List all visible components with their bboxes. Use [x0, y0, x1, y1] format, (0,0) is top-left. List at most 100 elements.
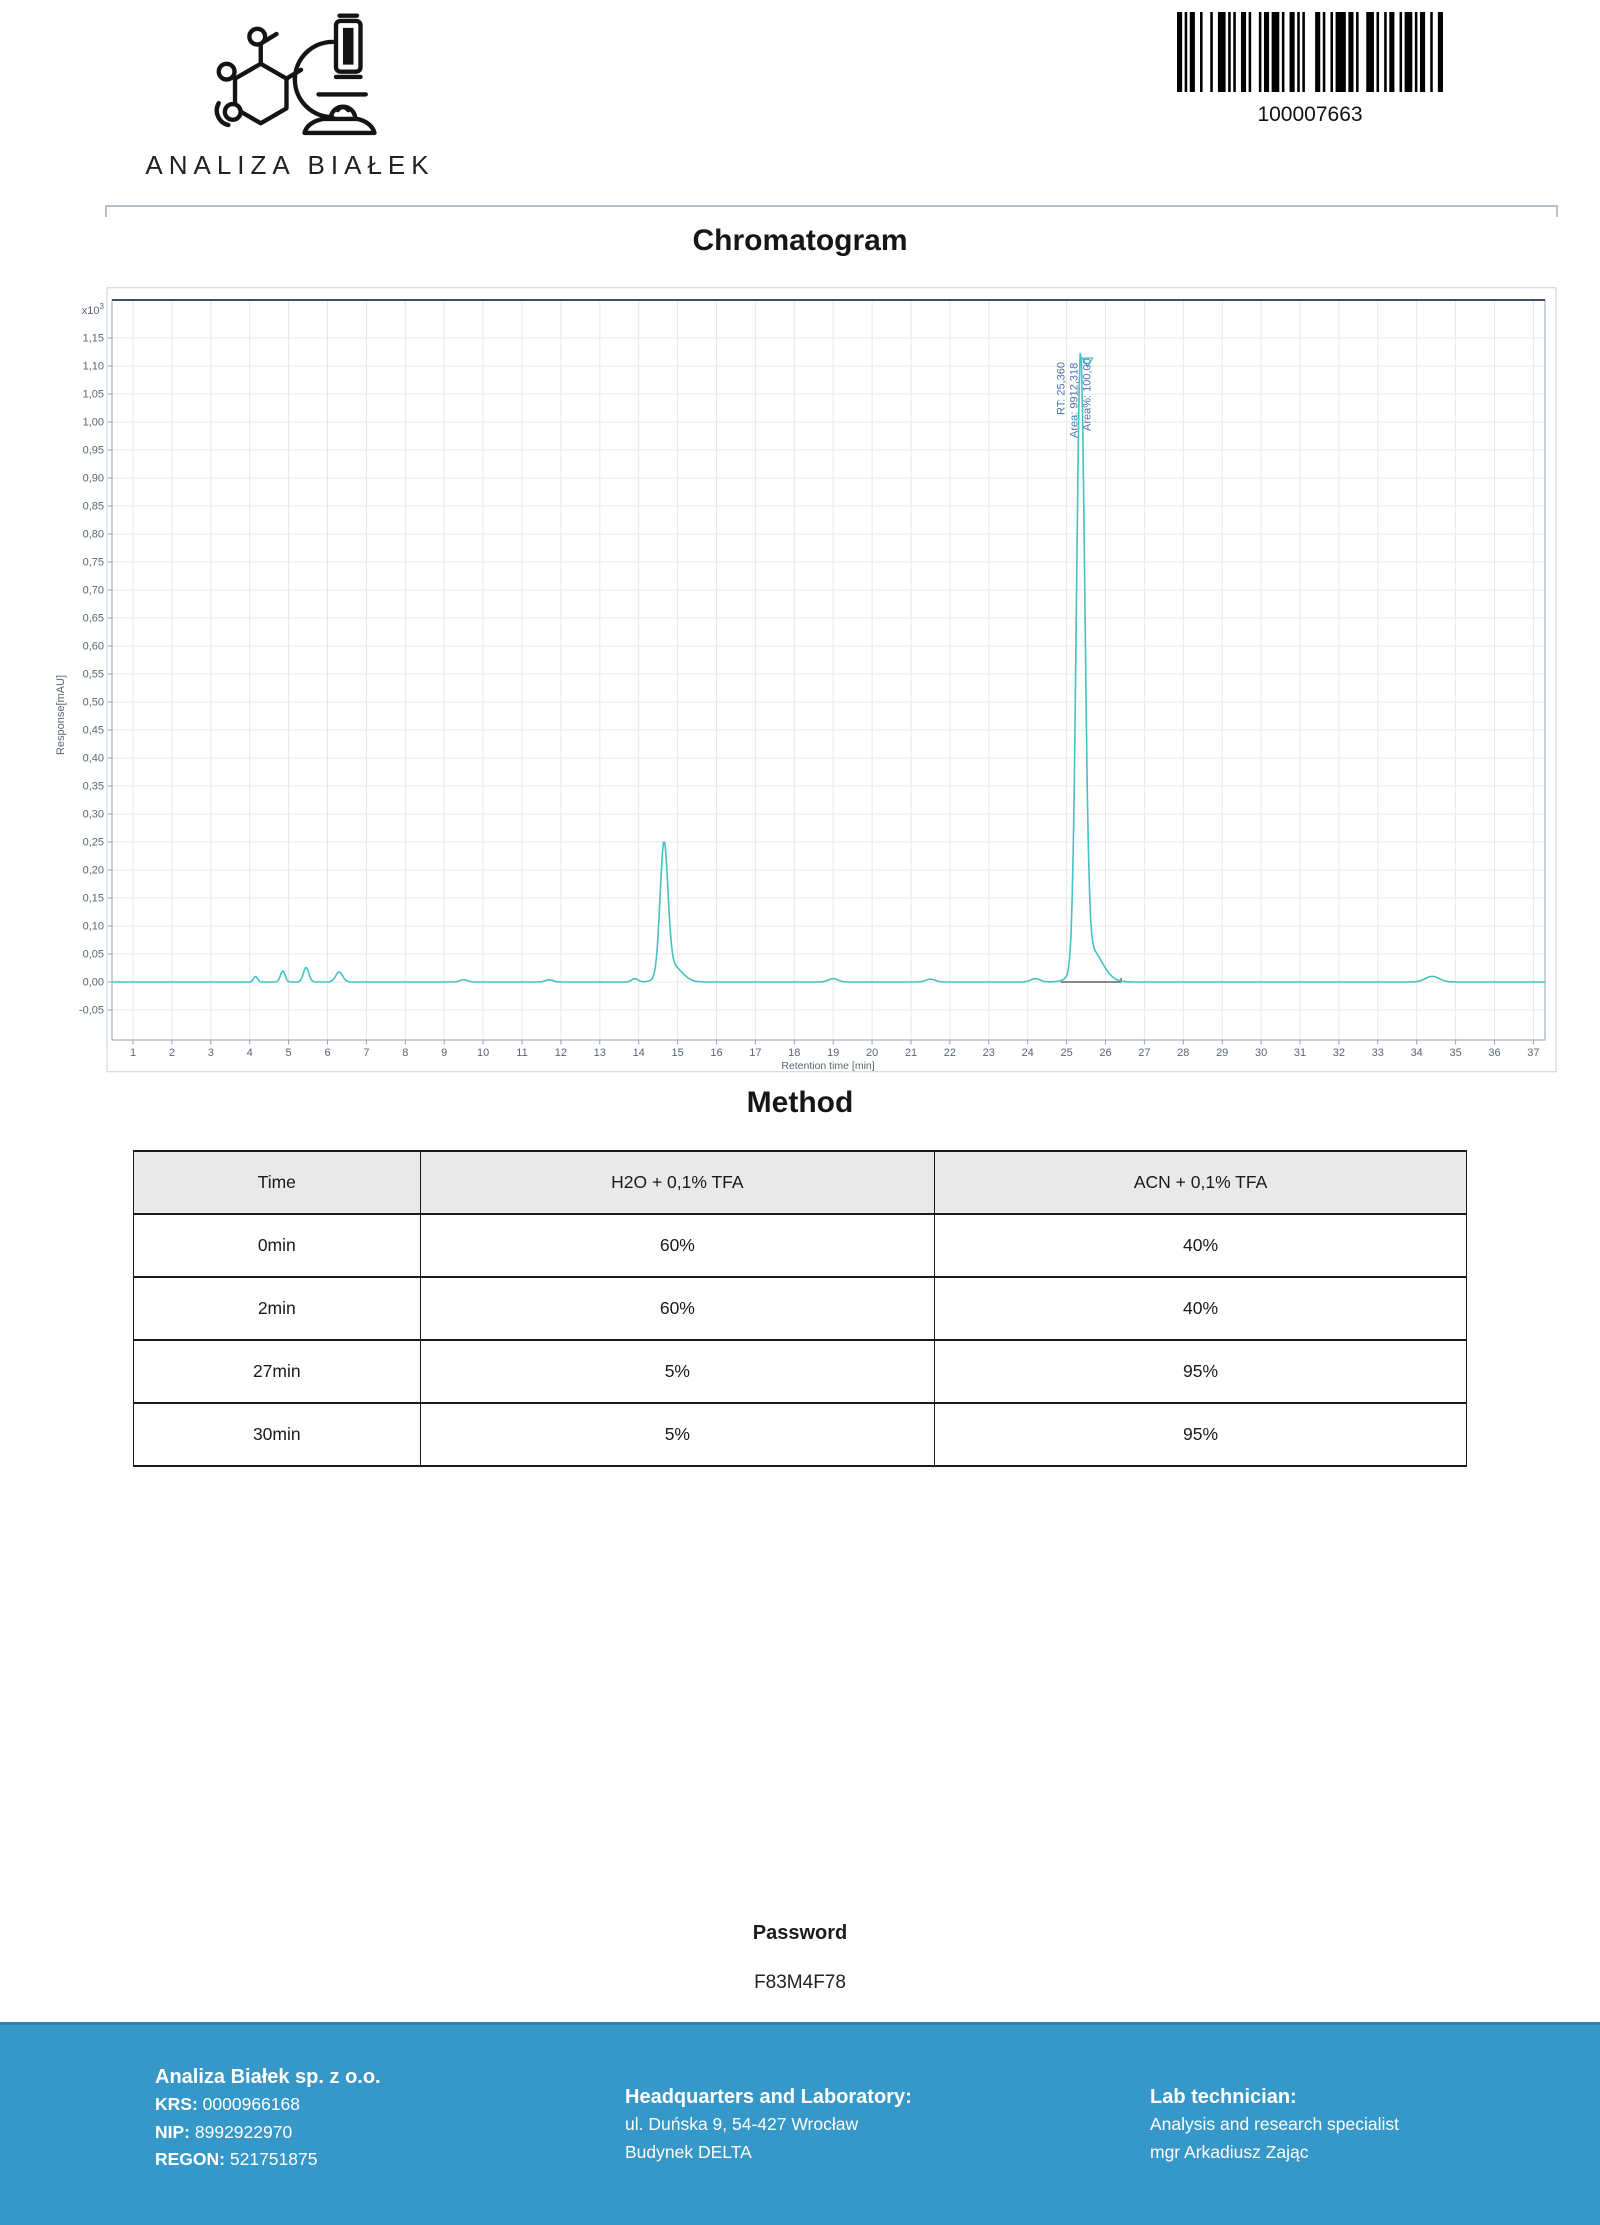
nip-label: NIP:: [155, 2121, 190, 2142]
svg-text:17: 17: [749, 1047, 761, 1059]
svg-text:0,85: 0,85: [83, 501, 104, 513]
x-axis-label: Retention time [min]: [781, 1060, 874, 1072]
svg-text:3: 3: [208, 1047, 214, 1059]
svg-text:12: 12: [555, 1047, 567, 1059]
grid-lines: [112, 300, 1545, 1040]
footer: Analiza Białek sp. z o.o. KRS: 000096616…: [0, 2022, 1600, 2225]
svg-text:21: 21: [905, 1047, 917, 1059]
footer-company-block: Analiza Białek sp. z o.o. KRS: 000096616…: [155, 2063, 381, 2174]
svg-text:1,05: 1,05: [83, 389, 104, 401]
table-cell: 5%: [419, 1402, 936, 1467]
chromatogram-trace: [111, 352, 1545, 983]
regon-value: 521751875: [229, 2149, 318, 2169]
svg-text:28: 28: [1177, 1047, 1189, 1059]
y-axis-label: Response[mAU]: [55, 675, 67, 755]
method-table-header-row: Time H2O + 0,1% TFA ACN + 0,1% TFA: [133, 1150, 1467, 1215]
table-cell: 2min: [133, 1276, 421, 1341]
table-header-cell: ACN + 0,1% TFA: [934, 1150, 1467, 1215]
table-header-cell: Time: [133, 1150, 421, 1215]
technician-title: Lab technician:: [1150, 2086, 1297, 2108]
table-header-cell: H2O + 0,1% TFA: [419, 1150, 936, 1215]
microscope-molecule-icon: [214, 13, 377, 136]
company-nip: NIP: 8992922970: [155, 2119, 381, 2147]
x-axis-ticks: 1 2 3 4 5 6 7 8 9 10 11 12 13 14 15 16 17 18 19 20 21 22 23 24 2…: [130, 1040, 1540, 1059]
svg-text:30: 30: [1255, 1047, 1267, 1059]
svg-text:1,15: 1,15: [83, 333, 104, 345]
table-cell: 30min: [133, 1402, 421, 1467]
password-value: F83M4F78: [754, 1972, 846, 1993]
svg-text:7: 7: [363, 1047, 369, 1059]
hq-address: ul. Duńska 9, 54-427 Wrocław: [625, 2114, 859, 2134]
svg-text:5: 5: [286, 1047, 292, 1059]
svg-text:9: 9: [441, 1047, 447, 1059]
svg-text:1,10: 1,10: [83, 361, 104, 373]
table-cell: 95%: [934, 1339, 1467, 1404]
svg-text:27: 27: [1138, 1047, 1150, 1059]
barcode-block: 100007663: [1175, 12, 1445, 127]
table-cell: 40%: [934, 1213, 1467, 1278]
svg-text:RT: 25,360: RT: 25,360: [1056, 362, 1068, 415]
table-cell: 60%: [419, 1276, 936, 1341]
svg-text:22: 22: [944, 1047, 956, 1059]
svg-text:34: 34: [1411, 1047, 1423, 1059]
svg-text:2: 2: [169, 1047, 175, 1059]
svg-text:0,55: 0,55: [83, 669, 104, 681]
svg-text:13: 13: [594, 1047, 606, 1059]
company-name: Analiza Białek sp. z o.o.: [155, 2066, 381, 2088]
svg-text:25: 25: [1060, 1047, 1072, 1059]
password-label: Password: [752, 1922, 848, 1944]
svg-text:Area: 9912,318: Area: 9912,318: [1069, 363, 1081, 438]
svg-text:33: 33: [1372, 1047, 1384, 1059]
svg-text:11: 11: [516, 1047, 527, 1059]
table-row: 27min 5% 95%: [133, 1339, 1467, 1404]
svg-text:37: 37: [1527, 1047, 1539, 1059]
svg-text:0,35: 0,35: [83, 781, 104, 793]
hq-building: Budynek DELTA: [625, 2141, 752, 2162]
table-cell: 95%: [934, 1402, 1467, 1467]
technician-role: Analysis and research specialist: [1150, 2114, 1400, 2134]
svg-text:19: 19: [827, 1047, 839, 1059]
table-row: 2min 60% 40%: [133, 1276, 1467, 1341]
svg-text:0,90: 0,90: [83, 473, 104, 485]
table-cell: 0min: [133, 1213, 421, 1278]
svg-text:Area%: 100,00: Area%: 100,00: [1082, 358, 1094, 431]
company-krs: KRS: 0000966168: [155, 2091, 381, 2119]
svg-text:16: 16: [710, 1047, 722, 1059]
svg-text:18: 18: [788, 1047, 800, 1059]
svg-text:0,30: 0,30: [83, 809, 104, 821]
svg-text:32: 32: [1333, 1047, 1345, 1059]
svg-text:0,25: 0,25: [83, 837, 104, 849]
svg-text:29: 29: [1216, 1047, 1228, 1059]
svg-text:23: 23: [983, 1047, 995, 1059]
divider-line: [105, 205, 1558, 207]
method-title: Method: [746, 1086, 854, 1119]
svg-text:0,15: 0,15: [83, 893, 104, 905]
company-regon: REGON: 521751875: [155, 2146, 381, 2174]
krs-value: 0000966168: [202, 2094, 300, 2114]
svg-text:0,45: 0,45: [83, 725, 104, 737]
chromatogram-title: Chromatogram: [692, 224, 908, 257]
chromatogram-chart: 1,15 1,10 1,05 1,00 0,95 0,90 0,85 0,80 0,75 0,70…: [40, 287, 1560, 1075]
svg-text:0,00: 0,00: [83, 977, 104, 989]
nip-value: 8992922970: [194, 2121, 293, 2142]
table-row: 0min 60% 40%: [133, 1213, 1467, 1278]
svg-text:-0,05: -0,05: [79, 1005, 104, 1017]
chromatogram-plot: 1,15 1,10 1,05 1,00 0,95 0,90 0,85 0,80 0,75 0,70…: [55, 287, 1557, 1073]
divider-left-cap: [105, 205, 107, 217]
svg-text:8: 8: [402, 1047, 408, 1059]
logo-block: ANALIZA BIAŁEK: [110, 6, 470, 181]
krs-label: KRS:: [155, 2094, 198, 2114]
svg-text:0,95: 0,95: [83, 445, 104, 457]
svg-text:0,10: 0,10: [83, 921, 104, 933]
svg-text:0,50: 0,50: [83, 697, 104, 709]
table-cell: 60%: [419, 1213, 936, 1278]
svg-text:0,75: 0,75: [83, 557, 104, 569]
logo-text: ANALIZA BIAŁEK: [145, 150, 435, 180]
svg-text:35: 35: [1449, 1047, 1461, 1059]
footer-hq-block: Headquarters and Laboratory: ul. Duńska …: [625, 2083, 912, 2166]
svg-text:15: 15: [671, 1047, 683, 1059]
svg-text:20: 20: [866, 1047, 878, 1059]
svg-text:0,20: 0,20: [83, 865, 104, 877]
table-cell: 5%: [419, 1339, 936, 1404]
